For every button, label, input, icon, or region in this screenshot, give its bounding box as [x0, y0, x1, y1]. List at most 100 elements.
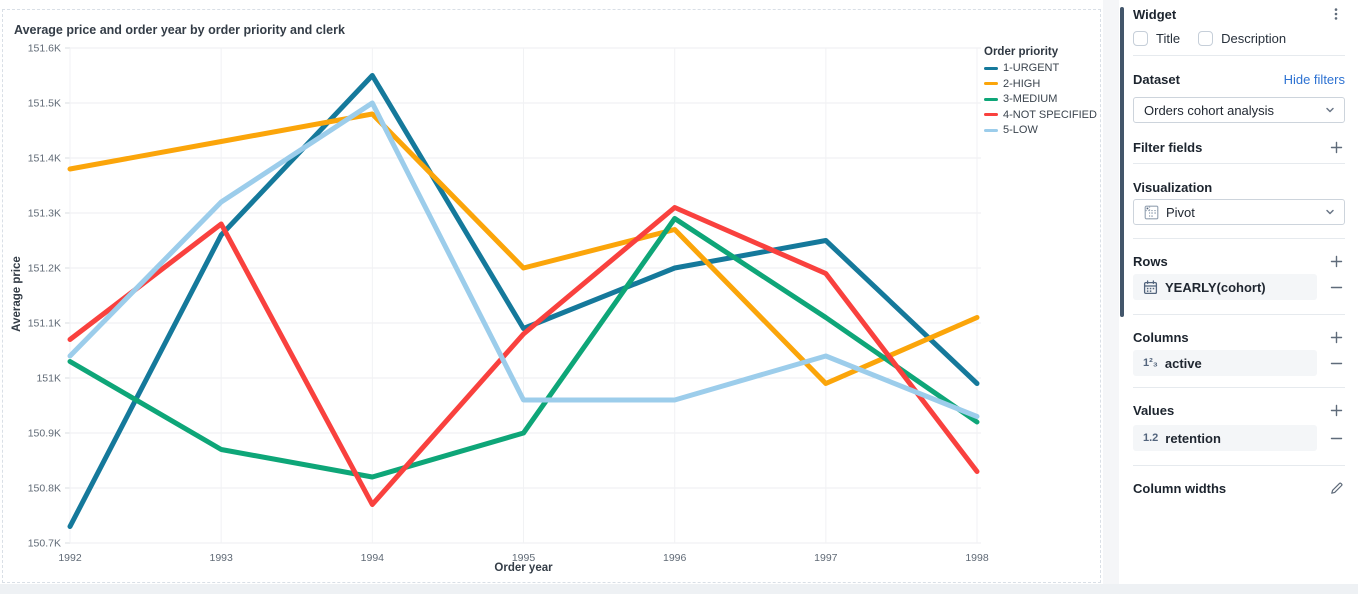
- widget-title: Widget: [1133, 6, 1177, 22]
- widget-toggles: Title Description: [1133, 29, 1345, 47]
- legend-items: 1-URGENT 2-HIGH 3-MEDIUM 4-NOT SPECIFIED 5-L…: [984, 62, 1100, 136]
- legend-item[interactable]: 1-URGENT: [984, 62, 1100, 74]
- x-tick-label: 1998: [965, 552, 989, 564]
- field-pill-yearly-cohort[interactable]: YEARLY(cohort): [1133, 274, 1317, 300]
- column-widths-label: Column widths: [1133, 480, 1227, 496]
- visualization-label: Visualization: [1133, 179, 1213, 195]
- visualization-header: Visualization: [1133, 178, 1345, 196]
- field-pill-active[interactable]: 1²₃ active: [1133, 350, 1317, 376]
- dataset-select-value: Orders cohort analysis: [1144, 102, 1275, 118]
- y-tick-label: 150.9K: [28, 428, 61, 440]
- y-axis-label: Average price: [11, 256, 23, 332]
- filter-fields-header: Filter fields: [1133, 138, 1345, 156]
- legend-label: 2-HIGH: [1003, 77, 1041, 90]
- pencil-icon: [1330, 482, 1342, 494]
- legend-label: 5-LOW: [1003, 124, 1038, 136]
- values-remove-button[interactable]: [1327, 429, 1345, 447]
- divider: [1133, 238, 1345, 239]
- columns-field-name: active: [1164, 355, 1202, 371]
- checkbox-box[interactable]: [1133, 30, 1148, 46]
- description-checkbox-label: Description: [1221, 30, 1287, 46]
- x-tick-label: 1996: [663, 552, 687, 564]
- pivot-icon: [1144, 205, 1159, 220]
- widget-menu-button[interactable]: [1327, 5, 1345, 23]
- widget-section-header: Widget: [1133, 5, 1345, 23]
- line-chart-svg: 151.6K 151.5K 151.4K 151.3K 151.2K 151.1K 151K…: [28, 43, 989, 564]
- minus-icon: [1330, 437, 1342, 439]
- x-tick-label: 1994: [361, 552, 385, 564]
- values-field-row: 1.2 retention: [1133, 425, 1345, 451]
- x-tick-label: 1993: [209, 552, 233, 564]
- field-pill-retention[interactable]: 1.2 retention: [1133, 425, 1317, 451]
- title-checkbox[interactable]: Title: [1133, 30, 1181, 46]
- columns-remove-button[interactable]: [1327, 354, 1345, 372]
- values-add-button[interactable]: [1327, 401, 1345, 419]
- calendar-icon: [1143, 279, 1158, 294]
- rows-add-button[interactable]: [1327, 252, 1345, 270]
- y-tick-label: 151.6K: [28, 43, 61, 55]
- divider: [1133, 55, 1345, 56]
- chevron-down-icon: [1326, 107, 1334, 113]
- series-line-3-medium[interactable]: [67, 216, 980, 480]
- filter-fields-label: Filter fields: [1133, 139, 1203, 155]
- decimal-icon: 1.2: [1143, 432, 1159, 444]
- plus-icon: [1330, 141, 1342, 153]
- rows-field-name: YEARLY(cohort): [1165, 279, 1266, 295]
- legend-item[interactable]: 2-HIGH: [984, 78, 1100, 90]
- rows-field-row: YEARLY(cohort): [1133, 274, 1345, 300]
- y-tick-label: 150.8K: [28, 483, 61, 495]
- legend-label: 1-URGENT: [1003, 62, 1060, 74]
- chevron-down-icon: [1326, 209, 1334, 215]
- panel-gap: [1103, 0, 1119, 584]
- legend-item[interactable]: 3-MEDIUM: [984, 93, 1100, 105]
- values-label: Values: [1133, 402, 1175, 418]
- x-tick-label: 1995: [512, 552, 536, 564]
- legend-label: 4-NOT SPECIFIED: [1003, 108, 1097, 121]
- legend-item[interactable]: 4-NOT SPECIFIED: [984, 109, 1100, 121]
- plus-icon: [1330, 331, 1342, 343]
- columns-header: Columns: [1133, 328, 1345, 346]
- x-tick-label: 1997: [814, 552, 838, 564]
- columns-label: Columns: [1133, 329, 1189, 345]
- series-line-2-high[interactable]: [67, 111, 980, 386]
- rows-header: Rows: [1133, 252, 1345, 270]
- description-checkbox[interactable]: Description: [1198, 30, 1287, 46]
- legend-label: 3-MEDIUM: [1003, 93, 1058, 105]
- rows-remove-button[interactable]: [1327, 278, 1345, 296]
- series-line-1-urgent[interactable]: [67, 73, 980, 529]
- numeric-icon: 1²₃: [1143, 357, 1158, 369]
- rows-label: Rows: [1133, 253, 1168, 269]
- divider: [1133, 163, 1345, 164]
- legend-swatch: [984, 113, 998, 116]
- divider: [1133, 387, 1345, 388]
- column-widths-header: Column widths: [1133, 479, 1345, 497]
- columns-field-row: 1²₃ active: [1133, 350, 1345, 376]
- visualization-select-value: Pivot: [1166, 204, 1195, 220]
- panel-scrollbar[interactable]: [1120, 7, 1124, 317]
- legend-item[interactable]: 5-LOW: [984, 124, 1100, 136]
- divider: [1133, 465, 1345, 466]
- filter-fields-add-button[interactable]: [1327, 138, 1345, 156]
- plus-icon: [1330, 404, 1342, 416]
- legend-swatch: [984, 128, 998, 132]
- title-checkbox-label: Title: [1156, 30, 1181, 46]
- dataset-select[interactable]: Orders cohort analysis: [1133, 97, 1345, 123]
- plus-icon: [1330, 255, 1342, 267]
- dataset-section-header: Dataset Hide filters: [1133, 70, 1345, 88]
- checkbox-box[interactable]: [1198, 30, 1214, 46]
- y-tick-label: 151.5K: [28, 98, 61, 110]
- kebab-icon: [1334, 8, 1338, 20]
- minus-icon: [1330, 286, 1342, 288]
- column-widths-edit-button[interactable]: [1327, 479, 1345, 497]
- series-line-4-not-specified[interactable]: [67, 205, 980, 507]
- x-axis-label: Order year: [494, 562, 553, 574]
- visualization-select[interactable]: Pivot: [1133, 199, 1345, 225]
- y-tick-label: 150.7K: [28, 538, 61, 550]
- chart-title: Average price and order year by order pr…: [14, 23, 345, 37]
- hide-filters-link[interactable]: Hide filters: [1283, 71, 1345, 87]
- series-line-5-low[interactable]: [67, 100, 980, 419]
- panel-content: Widget Title Description: [1119, 0, 1358, 497]
- divider: [1133, 314, 1345, 315]
- columns-add-button[interactable]: [1327, 328, 1345, 346]
